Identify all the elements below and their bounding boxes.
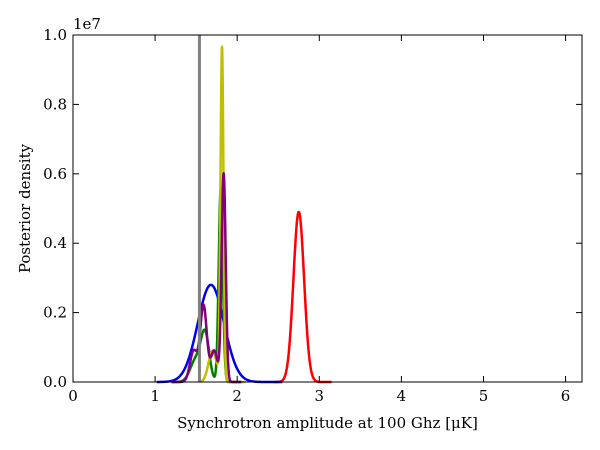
- x-tick-label-1: 1: [150, 387, 160, 405]
- series-line-0: [273, 210, 333, 384]
- y-tick-label-1: 0.2: [43, 304, 67, 322]
- series-line-4: [170, 172, 243, 384]
- y-tick-label-3: 0.6: [43, 165, 67, 183]
- y-tick-label-5: 1.0: [43, 26, 67, 44]
- y-axis-label: Posterior density: [16, 143, 34, 273]
- y-tick-label-0: 0.0: [43, 373, 67, 391]
- x-tick-label-5: 5: [479, 387, 489, 405]
- y-tick-label-2: 0.4: [43, 234, 67, 252]
- x-tick-label-2: 2: [232, 387, 242, 405]
- plot-frame: [72, 34, 583, 383]
- x-tick-label-4: 4: [397, 387, 407, 405]
- x-tick-label-0: 0: [68, 387, 78, 405]
- series-layer: [155, 45, 333, 384]
- y-offset-label: 1e7: [73, 15, 101, 33]
- x-tick-label-3: 3: [315, 387, 325, 405]
- ticks-layer: 0 1 2 3 4 5 6 0.0 0.2 0.4 0.6 0.8 1.0: [43, 26, 582, 405]
- x-axis-label: Synchrotron amplitude at 100 Ghz [μK]: [177, 414, 478, 432]
- x-tick-label-6: 6: [561, 387, 571, 405]
- y-tick-label-4: 0.8: [43, 95, 67, 113]
